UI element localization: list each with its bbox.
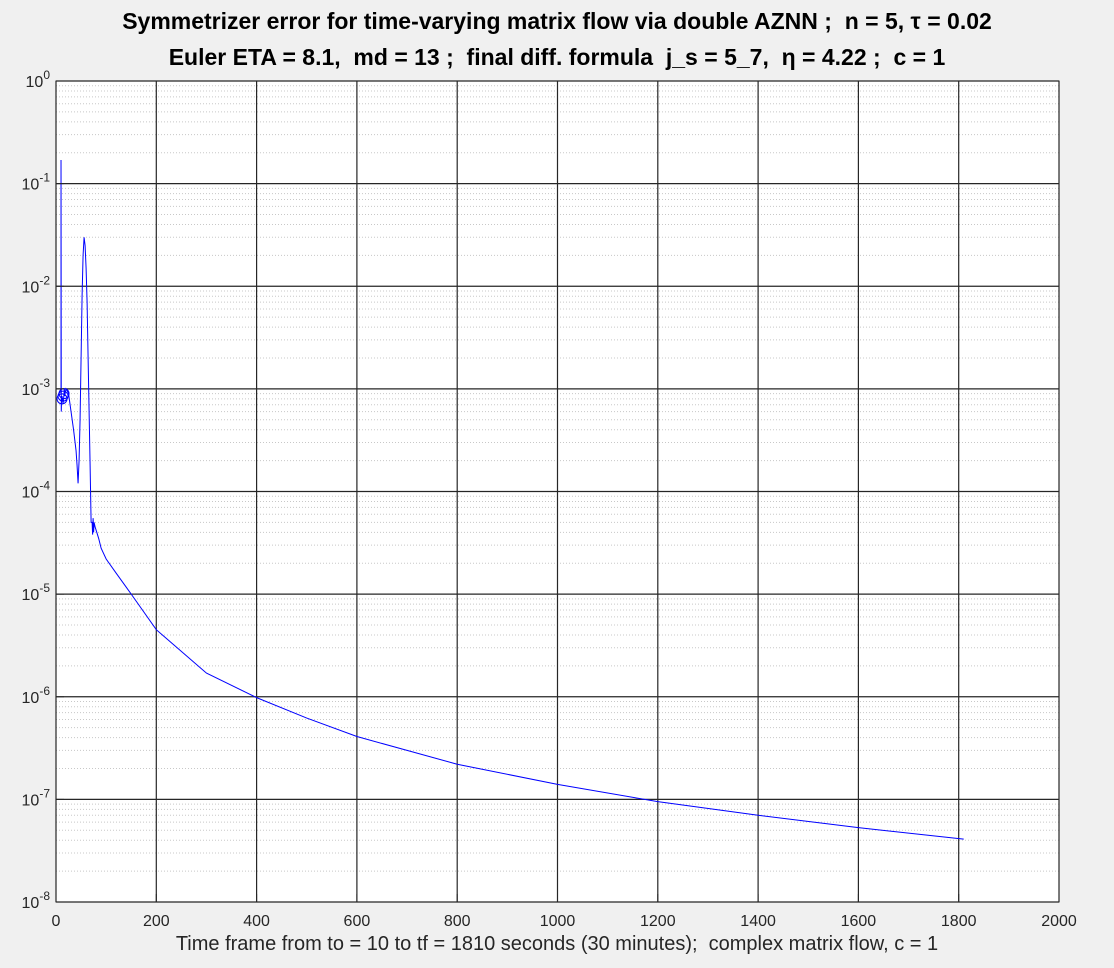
chart-title-line1: Symmetrizer error for time-varying matri…: [122, 8, 992, 34]
y-tick-label: 10-4: [22, 479, 51, 502]
y-tick-label: 10-5: [22, 581, 51, 604]
x-tick-label: 400: [243, 913, 270, 930]
chart-svg: 0 200 400 600 800 1000 1200 1400 1600 1800 2000 100…: [22, 68, 1077, 930]
y-tick-label: 100: [26, 68, 51, 91]
x-tick-label: 800: [444, 913, 471, 930]
x-tick-label: 1800: [941, 913, 977, 930]
series-marker: [58, 388, 70, 400]
x-tick-label: 0: [52, 913, 61, 930]
x-tick-label: 200: [143, 913, 170, 930]
x-tick-label: 1000: [540, 913, 576, 930]
x-tick-label: 1400: [740, 913, 776, 930]
chart-title-line2: Euler ETA = 8.1, md = 13 ; final diff. f…: [168, 44, 946, 70]
y-tick-label: 10-6: [22, 684, 51, 707]
series-line: [60, 159, 964, 840]
x-tick-label: 1600: [841, 913, 877, 930]
y-tick-label: 10-3: [22, 376, 51, 399]
x-tick-label: 1200: [640, 913, 676, 930]
y-tick-label: 10-8: [22, 889, 51, 912]
x-axis-label: Time frame from to = 10 to tf = 1810 sec…: [175, 933, 939, 955]
y-tick-label: 10-7: [22, 786, 51, 809]
series-group: [56, 159, 964, 840]
tick-labels: 0 200 400 600 800 1000 1200 1400 1600 1800 2000 100…: [22, 68, 1077, 930]
x-tick-label: 600: [344, 913, 371, 930]
tick-marks: [55, 80, 1060, 903]
y-tick-label: 10-2: [22, 273, 51, 296]
x-tick-label: 2000: [1041, 913, 1077, 930]
y-tick-label: 10-1: [22, 171, 51, 194]
